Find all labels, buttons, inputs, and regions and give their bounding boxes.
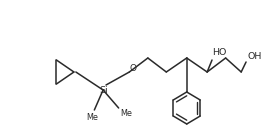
Text: HO: HO xyxy=(212,47,226,57)
Text: Me: Me xyxy=(121,108,132,117)
Text: O: O xyxy=(130,64,137,73)
Text: OH: OH xyxy=(248,52,262,60)
Text: Me: Me xyxy=(86,113,98,122)
Text: Si: Si xyxy=(100,86,108,94)
